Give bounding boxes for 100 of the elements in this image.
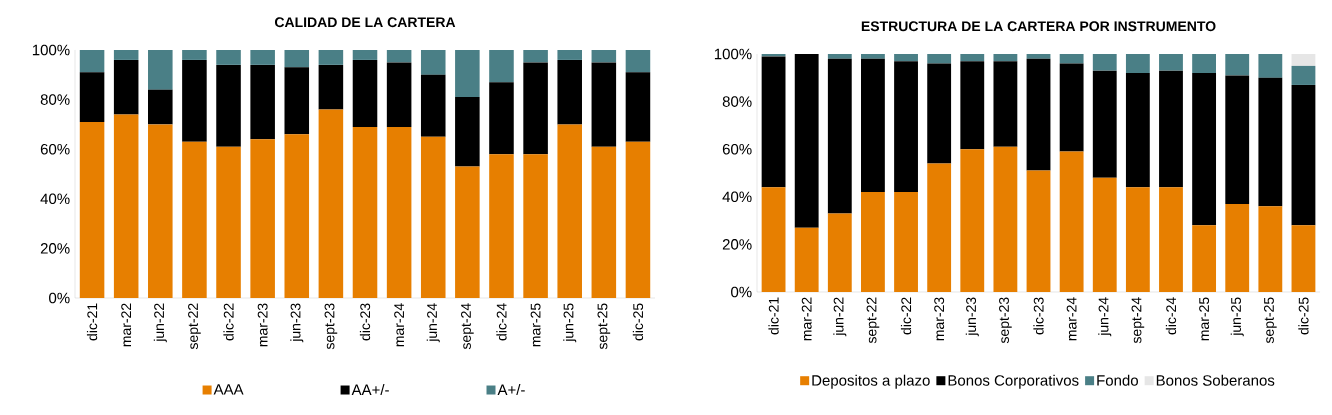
bar [794, 227, 819, 292]
legend-label: A+/- [497, 384, 525, 396]
bar [761, 187, 786, 292]
bar [1291, 54, 1316, 66]
y-tick-label: 80% [40, 94, 70, 105]
x-tick-label: jun-22 [153, 303, 167, 343]
x-tick-label: dic-22 [900, 297, 912, 335]
bar [591, 50, 617, 63]
bar [318, 64, 344, 110]
bar [1291, 84, 1316, 226]
bar [489, 50, 514, 83]
x-tick-label: jun-25 [1230, 297, 1244, 337]
chart-title: ESTRUCTURA DE LA CARTERA POR INSTRUMENTO [861, 21, 1216, 32]
bar [1258, 206, 1283, 292]
bar [761, 56, 786, 188]
x-tick-label: dic-21 [768, 297, 779, 335]
bar [523, 62, 548, 155]
bar [557, 124, 582, 298]
bar [1258, 77, 1283, 207]
chart-title: CALIDAD DE LA CARTERA [274, 17, 456, 28]
bar [523, 50, 548, 63]
bar [960, 54, 985, 62]
bar [352, 50, 378, 60]
bar [1159, 70, 1183, 188]
bar [894, 54, 918, 62]
y-tick-label: 100% [714, 48, 752, 60]
bar [318, 50, 344, 65]
bar [250, 50, 275, 65]
x-tick-label: mar-22 [121, 303, 132, 347]
y-tick-label: 40% [722, 191, 752, 203]
x-tick-label: dic-24 [1165, 297, 1177, 335]
x-tick-label: sept-24 [1131, 297, 1145, 344]
x-tick-label: mar-23 [934, 297, 945, 341]
bar [420, 74, 446, 137]
legend-label: Bonos Corporativos [948, 374, 1079, 389]
bar [827, 54, 852, 59]
bar [489, 82, 514, 155]
legend-label: AA+/- [351, 384, 389, 396]
bar [352, 126, 378, 298]
bar [455, 166, 480, 298]
x-tick-label: dic-21 [86, 303, 98, 341]
x-tick-label: sept-23 [324, 303, 338, 350]
bar [1125, 73, 1150, 188]
bar [420, 50, 446, 75]
x-tick-label: sept-25 [1263, 297, 1277, 344]
bar [1059, 54, 1084, 64]
y-tick-label: 20% [40, 243, 70, 254]
bar [79, 50, 105, 73]
bar [827, 213, 852, 292]
bar [625, 50, 651, 73]
bar [420, 136, 446, 298]
legend-label: Fondo [1097, 374, 1138, 386]
bar [993, 54, 1018, 62]
y-tick-label: 60% [40, 143, 70, 155]
y-tick-label: 60% [722, 143, 752, 155]
bar [455, 50, 480, 98]
bar [1192, 54, 1217, 74]
bar [993, 61, 1018, 147]
bar [148, 89, 173, 125]
bar [1026, 54, 1051, 59]
x-tick-label: jun-25 [563, 303, 577, 343]
x-tick-label: mar-23 [257, 303, 268, 347]
bar [284, 67, 310, 135]
x-tick-label: dic-23 [1033, 297, 1044, 335]
bar [1159, 187, 1183, 292]
bar [386, 50, 412, 63]
legend-label: Bonos Soberanos [1156, 374, 1275, 386]
bar [927, 54, 952, 64]
bar [182, 50, 207, 60]
y-tick-label: 100% [32, 44, 70, 56]
bar [113, 59, 139, 115]
bar [1026, 58, 1051, 171]
bar [1125, 187, 1150, 292]
bar [993, 146, 1018, 292]
bar [352, 59, 378, 127]
bar [1059, 151, 1084, 292]
x-tick-label: mar-24 [394, 303, 405, 347]
bar [79, 72, 105, 122]
bar [1225, 203, 1250, 292]
bar [113, 50, 139, 60]
bar [927, 63, 952, 164]
bar [894, 61, 918, 193]
bar [861, 54, 885, 59]
bar [523, 154, 548, 298]
x-tick-label: dic-25 [632, 303, 644, 341]
bar [148, 50, 173, 90]
x-tick-label: jun-24 [426, 303, 440, 343]
bar [625, 141, 651, 298]
y-tick-label: 40% [40, 193, 70, 205]
bar [1291, 225, 1316, 292]
bar [894, 192, 918, 292]
bar [1225, 75, 1250, 204]
x-tick-label: dic-23 [359, 303, 371, 341]
bar [284, 134, 310, 298]
bar [455, 97, 480, 167]
x-tick-label: jun-24 [1098, 297, 1112, 337]
bar [250, 64, 275, 140]
bar [250, 139, 275, 298]
bar [557, 59, 582, 125]
x-tick-label: jun-22 [833, 297, 847, 337]
